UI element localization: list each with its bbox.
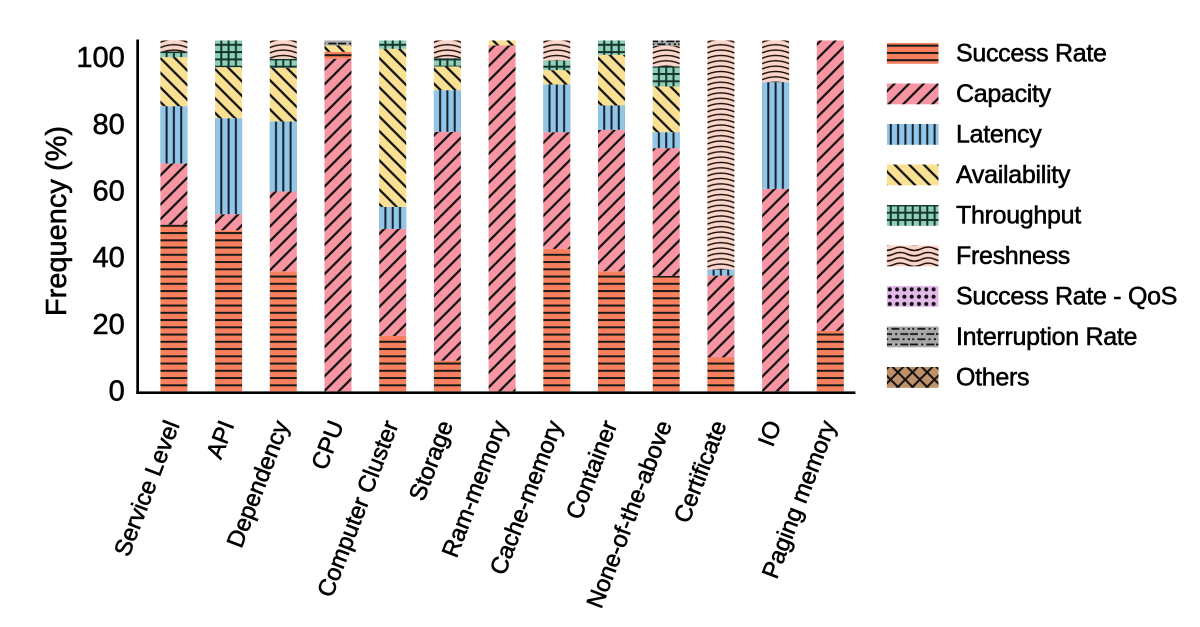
svg-text:Throughput: Throughput xyxy=(956,201,1081,229)
svg-text:40: 40 xyxy=(93,242,125,274)
svg-text:80: 80 xyxy=(93,109,125,141)
svg-text:Others: Others xyxy=(956,363,1029,391)
svg-text:Success Rate - QoS: Success Rate - QoS xyxy=(956,282,1177,310)
svg-text:Capacity: Capacity xyxy=(956,80,1052,108)
svg-text:100: 100 xyxy=(76,42,124,74)
svg-text:Freshness: Freshness xyxy=(956,242,1070,270)
svg-text:20: 20 xyxy=(93,309,125,341)
svg-text:60: 60 xyxy=(93,176,125,208)
svg-text:Availability: Availability xyxy=(956,161,1071,189)
svg-text:Frequency (%): Frequency (%) xyxy=(41,126,73,316)
svg-text:Latency: Latency xyxy=(956,120,1042,148)
svg-text:Success Rate: Success Rate xyxy=(956,39,1107,67)
svg-text:Interruption Rate: Interruption Rate xyxy=(956,323,1137,351)
svg-text:0: 0 xyxy=(109,376,125,408)
